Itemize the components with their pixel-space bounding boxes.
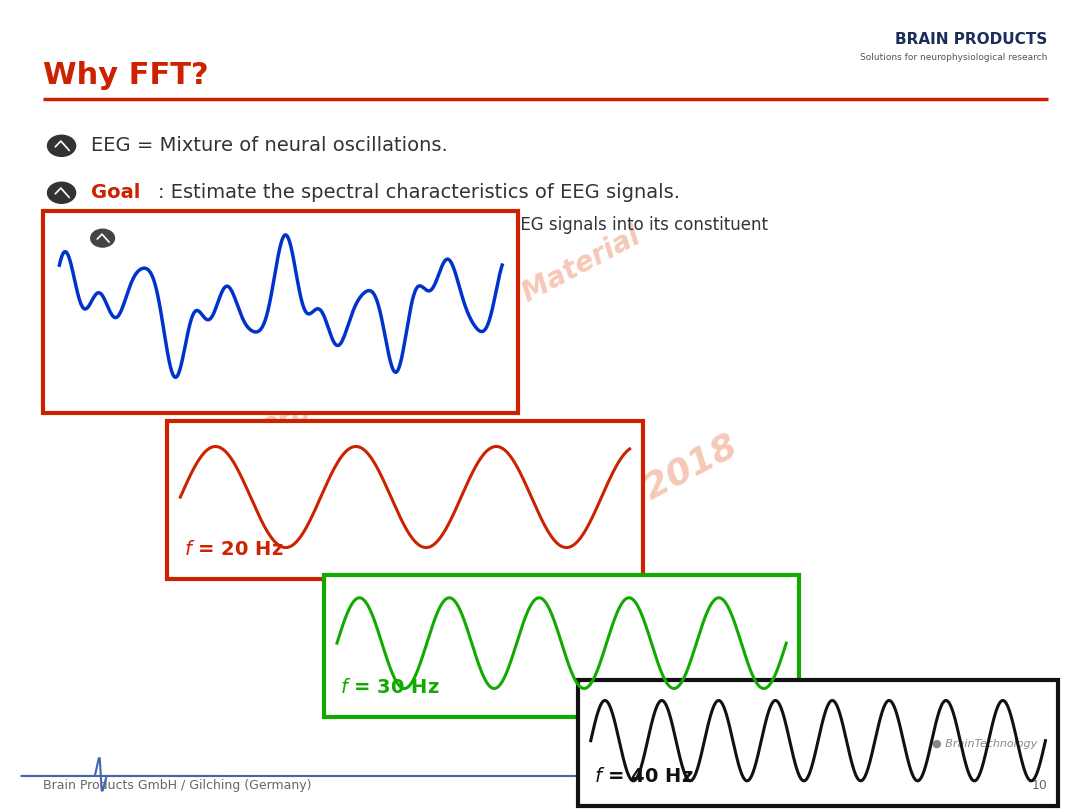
Text: $\mathit{f}$ = 20 Hz: $\mathit{f}$ = 20 Hz (184, 540, 283, 559)
Text: Why FFT?: Why FFT? (43, 61, 208, 90)
Bar (324, 575, 799, 717)
Text: 10: 10 (1031, 779, 1048, 792)
Text: Solutions for neurophysiological research: Solutions for neurophysiological researc… (861, 53, 1048, 62)
Text: : Estimate the spectral characteristics of EEG signals.: : Estimate the spectral characteristics … (158, 183, 679, 202)
Text: Goal: Goal (91, 183, 140, 202)
Text: frequency components.: frequency components. (130, 256, 351, 274)
Text: of the EEG signals into its constituent: of the EEG signals into its constituent (451, 216, 769, 234)
Text: Spectral analysis entails the: Spectral analysis entails the (130, 216, 369, 234)
Text: ● BrainTechnology: ● BrainTechnology (932, 740, 1037, 749)
Text: $\mathit{f}$ = 30 Hz: $\mathit{f}$ = 30 Hz (340, 678, 440, 697)
Text: EEG = Mixture of neural oscillations.: EEG = Mixture of neural oscillations. (91, 136, 447, 156)
Bar (167, 421, 643, 579)
Text: December 2018: December 2018 (445, 428, 743, 608)
Circle shape (91, 229, 114, 247)
Bar (578, 680, 1058, 806)
Text: Brain Products GmbH / Gilching (Germany): Brain Products GmbH / Gilching (Germany) (43, 779, 312, 792)
Text: $\mathit{f}$ = 40 Hz: $\mathit{f}$ = 40 Hz (594, 767, 693, 786)
Text: BRAIN PRODUCTS: BRAIN PRODUCTS (895, 32, 1048, 48)
Circle shape (48, 182, 76, 203)
Bar (43, 211, 518, 413)
Circle shape (48, 135, 76, 156)
Text: Brain Products Teaching Material: Brain Products Teaching Material (175, 223, 646, 490)
Text: decomposition: decomposition (346, 216, 483, 234)
